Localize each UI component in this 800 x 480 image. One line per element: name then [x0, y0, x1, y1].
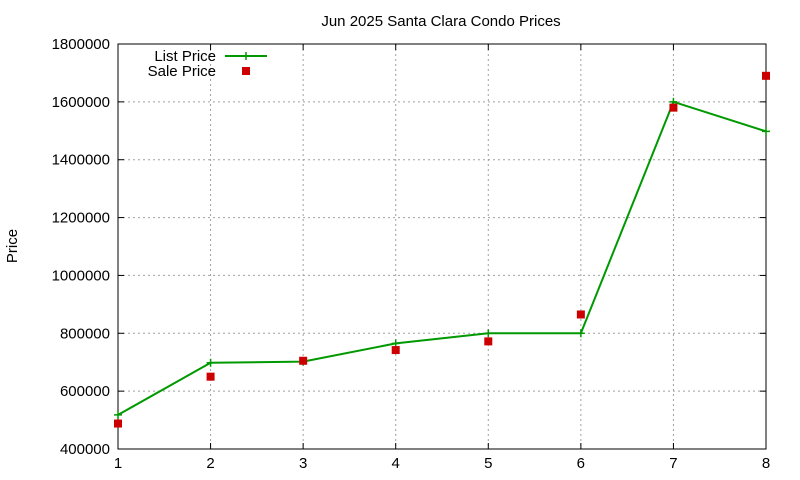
list-price-point [114, 410, 122, 419]
x-tick-label: 2 [206, 455, 214, 472]
list-price-point [484, 329, 493, 338]
sale-price-point [762, 71, 770, 80]
sale-price-point [669, 103, 678, 112]
y-tick-label: 1200000 [52, 210, 110, 227]
y-tick-label: 400000 [60, 441, 110, 458]
grid [118, 44, 766, 449]
sale-price-point [576, 310, 585, 319]
legend-label-sale-price: Sale Price [148, 63, 216, 80]
y-tick-label: 600000 [60, 383, 110, 400]
list-price-point [762, 127, 770, 136]
sale-price-point [391, 346, 400, 355]
sale-price-point [299, 356, 308, 365]
x-tick-label: 1 [114, 455, 122, 472]
y-tick-label: 800000 [60, 325, 110, 342]
x-tick-label: 8 [762, 455, 770, 472]
sale-price-point [206, 372, 215, 381]
x-tick-label: 6 [577, 455, 585, 472]
chart-title: Jun 2025 Santa Clara Condo Prices [321, 13, 560, 30]
series-layer [114, 71, 770, 428]
x-tick-label: 5 [484, 455, 492, 472]
list-price-point [576, 329, 585, 338]
x-tick-label: 3 [299, 455, 307, 472]
sale-price-point [114, 419, 122, 428]
x-tick-label: 4 [392, 455, 400, 472]
legend-marker-sale-price [242, 67, 250, 75]
y-tick-label: 1400000 [52, 152, 110, 169]
sale-price-point [484, 337, 493, 346]
list-price-point [206, 358, 215, 367]
list-price-line [117, 100, 767, 416]
x-tick-label: 7 [669, 455, 677, 472]
axis-ticks: 1 2 3 4 5 6 7 8 400000 600000 800000 1000000 1200000… [52, 36, 771, 472]
plot-frame [117, 43, 767, 450]
legend: List Price Sale Price [148, 48, 267, 80]
y-tick-label: 1600000 [52, 94, 110, 111]
y-tick-label: 1000000 [52, 267, 110, 284]
legend-label-list-price: List Price [154, 48, 216, 65]
y-tick-label: 1800000 [52, 36, 110, 53]
y-axis-label: Price [4, 229, 21, 263]
